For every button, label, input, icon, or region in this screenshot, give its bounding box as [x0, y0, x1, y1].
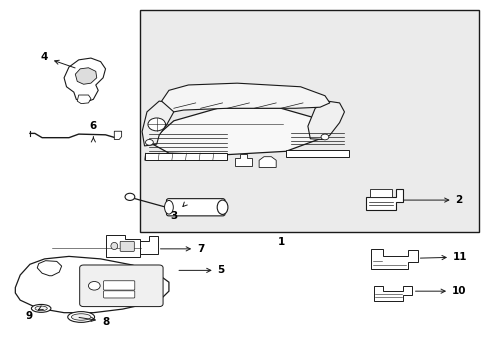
- Text: 6: 6: [89, 121, 97, 142]
- Ellipse shape: [71, 314, 91, 320]
- Polygon shape: [142, 101, 173, 146]
- FancyBboxPatch shape: [166, 199, 224, 216]
- Polygon shape: [105, 235, 140, 257]
- Text: 5: 5: [179, 265, 224, 275]
- Polygon shape: [37, 261, 61, 276]
- Text: 10: 10: [415, 286, 466, 296]
- Polygon shape: [307, 101, 344, 139]
- Polygon shape: [75, 68, 97, 84]
- Circle shape: [321, 134, 328, 140]
- FancyBboxPatch shape: [103, 291, 135, 298]
- Ellipse shape: [111, 242, 118, 249]
- Polygon shape: [149, 108, 325, 155]
- Circle shape: [145, 139, 153, 145]
- Ellipse shape: [35, 306, 47, 311]
- Text: 7: 7: [160, 244, 204, 254]
- Ellipse shape: [217, 200, 227, 215]
- Text: 4: 4: [41, 52, 75, 68]
- Polygon shape: [161, 83, 329, 112]
- Polygon shape: [366, 189, 402, 211]
- Polygon shape: [370, 249, 417, 269]
- Polygon shape: [259, 157, 276, 167]
- Text: 8: 8: [79, 317, 109, 327]
- Ellipse shape: [164, 201, 173, 214]
- Circle shape: [88, 282, 100, 290]
- Ellipse shape: [68, 312, 94, 322]
- Polygon shape: [15, 256, 168, 313]
- Text: 3: 3: [170, 202, 187, 221]
- Ellipse shape: [31, 305, 51, 312]
- FancyBboxPatch shape: [120, 241, 134, 251]
- Polygon shape: [285, 149, 348, 157]
- Polygon shape: [114, 131, 122, 139]
- Text: 11: 11: [420, 252, 467, 262]
- Text: 2: 2: [403, 195, 462, 205]
- Polygon shape: [77, 95, 91, 104]
- Polygon shape: [64, 58, 105, 103]
- FancyBboxPatch shape: [80, 265, 163, 307]
- Polygon shape: [373, 286, 411, 301]
- Polygon shape: [234, 154, 251, 166]
- Polygon shape: [369, 189, 391, 197]
- Circle shape: [125, 193, 135, 201]
- FancyBboxPatch shape: [140, 10, 478, 232]
- Circle shape: [148, 118, 165, 131]
- Text: 9: 9: [25, 306, 43, 320]
- Polygon shape: [144, 153, 227, 160]
- FancyBboxPatch shape: [103, 281, 135, 290]
- Polygon shape: [140, 235, 158, 254]
- Text: 1: 1: [277, 237, 284, 247]
